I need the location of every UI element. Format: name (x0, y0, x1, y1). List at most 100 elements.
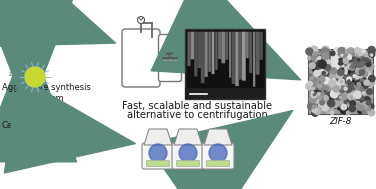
Circle shape (317, 56, 324, 63)
Circle shape (318, 52, 321, 55)
Circle shape (326, 98, 331, 103)
Circle shape (352, 102, 355, 104)
Circle shape (332, 78, 339, 84)
Circle shape (360, 87, 365, 93)
Circle shape (360, 69, 365, 74)
Circle shape (335, 58, 340, 63)
Circle shape (326, 94, 328, 96)
Circle shape (357, 103, 359, 106)
FancyBboxPatch shape (206, 160, 229, 167)
Circle shape (335, 62, 337, 64)
FancyBboxPatch shape (235, 32, 239, 86)
Circle shape (317, 52, 321, 57)
Circle shape (342, 68, 350, 76)
Circle shape (370, 50, 373, 53)
Circle shape (358, 76, 362, 79)
Circle shape (321, 76, 324, 80)
Circle shape (357, 69, 363, 75)
Circle shape (370, 104, 374, 108)
Circle shape (339, 60, 343, 64)
FancyBboxPatch shape (142, 143, 174, 169)
Circle shape (336, 72, 343, 78)
Circle shape (355, 108, 357, 110)
Circle shape (315, 92, 317, 94)
Polygon shape (204, 129, 232, 145)
Circle shape (320, 78, 323, 81)
Circle shape (138, 16, 144, 23)
Circle shape (347, 64, 353, 69)
Circle shape (361, 79, 363, 81)
Circle shape (209, 144, 227, 162)
Circle shape (356, 69, 361, 73)
FancyBboxPatch shape (238, 32, 243, 80)
Circle shape (317, 61, 318, 63)
Circle shape (321, 62, 328, 69)
Circle shape (354, 91, 361, 98)
Circle shape (318, 65, 322, 69)
Circle shape (340, 89, 343, 93)
Circle shape (336, 94, 341, 99)
Circle shape (334, 96, 337, 99)
Circle shape (332, 94, 340, 101)
Circle shape (306, 82, 313, 90)
Text: Centrifugation: Centrifugation (2, 121, 64, 130)
Circle shape (366, 59, 371, 64)
Circle shape (350, 55, 354, 59)
Circle shape (361, 57, 365, 61)
Circle shape (179, 144, 197, 162)
Circle shape (324, 92, 328, 96)
Circle shape (349, 77, 352, 80)
Circle shape (319, 81, 321, 83)
Circle shape (341, 107, 347, 113)
Circle shape (315, 58, 317, 60)
Circle shape (340, 88, 344, 93)
Circle shape (327, 105, 333, 111)
Circle shape (319, 100, 326, 107)
Text: Fast, scalable and sustainable: Fast, scalable and sustainable (122, 101, 272, 111)
Circle shape (367, 63, 370, 67)
Circle shape (364, 71, 371, 78)
FancyBboxPatch shape (232, 32, 235, 84)
Circle shape (331, 90, 338, 98)
FancyBboxPatch shape (215, 32, 218, 70)
Circle shape (354, 61, 356, 64)
Circle shape (337, 81, 344, 88)
FancyBboxPatch shape (259, 32, 263, 60)
Circle shape (341, 86, 344, 89)
Circle shape (353, 66, 357, 70)
Circle shape (324, 71, 327, 74)
Circle shape (368, 79, 375, 86)
Circle shape (308, 81, 312, 86)
Circle shape (312, 65, 320, 73)
FancyBboxPatch shape (194, 32, 197, 76)
Circle shape (318, 60, 326, 68)
Circle shape (350, 101, 356, 106)
Circle shape (367, 97, 370, 100)
Circle shape (368, 109, 374, 116)
Circle shape (340, 76, 345, 81)
Circle shape (314, 93, 317, 95)
FancyBboxPatch shape (197, 32, 201, 68)
Circle shape (342, 55, 346, 60)
Circle shape (353, 57, 358, 62)
FancyBboxPatch shape (147, 160, 170, 167)
Circle shape (358, 59, 360, 61)
Circle shape (321, 88, 326, 93)
Circle shape (309, 85, 314, 91)
Circle shape (358, 105, 364, 111)
FancyBboxPatch shape (205, 32, 208, 77)
Circle shape (315, 98, 320, 103)
Circle shape (309, 81, 314, 86)
Circle shape (320, 50, 327, 57)
Circle shape (364, 77, 367, 80)
Circle shape (325, 65, 331, 70)
Circle shape (324, 105, 327, 108)
Circle shape (308, 103, 315, 110)
Circle shape (349, 55, 352, 57)
Circle shape (346, 68, 349, 70)
Circle shape (364, 92, 366, 94)
Text: ZIF-8: ZIF-8 (329, 117, 352, 126)
Circle shape (348, 105, 351, 108)
Circle shape (352, 53, 355, 56)
Circle shape (365, 66, 371, 73)
